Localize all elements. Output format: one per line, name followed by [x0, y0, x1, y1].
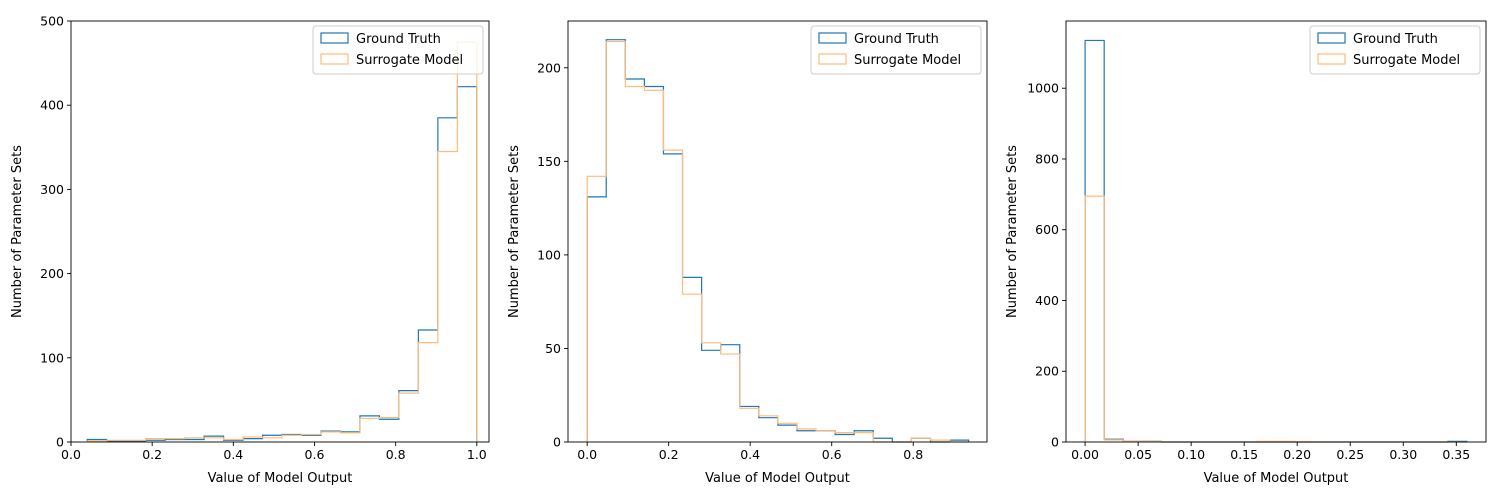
- x-tick-label: 0.35: [1442, 447, 1470, 462]
- chart-panel-3: 0.00 0.05 0.10 0.15 0.20 0.25 0.30 0.35 0 200 400 6…: [1005, 20, 1487, 486]
- y-tick-label: 500: [40, 14, 64, 29]
- y-tick-label: 100: [40, 350, 64, 365]
- legend-swatch-ground-truth: [320, 32, 349, 44]
- y-tick-label: 400: [40, 98, 64, 113]
- x-axis-label: Value of Model Output: [208, 471, 353, 486]
- legend-label-ground-truth: Ground Truth: [356, 32, 441, 47]
- legend-swatch-ground-truth: [818, 32, 847, 44]
- axes-frame: [567, 20, 988, 443]
- x-tick-label: 0.10: [1177, 447, 1205, 462]
- legend-swatch-surrogate-model: [818, 53, 847, 65]
- legend: Ground Truth Surrogate Model: [1309, 25, 1481, 75]
- x-tick-label: 0.0: [577, 447, 597, 462]
- series-ground-truth-histogram: [1084, 39, 1468, 443]
- y-axis-label: Number of Parameter Sets: [1005, 145, 1020, 318]
- legend-box: [1309, 25, 1481, 75]
- y-tick-label: 200: [1035, 364, 1059, 379]
- legend-label-ground-truth: Ground Truth: [854, 32, 939, 47]
- x-tick-label: 0.8: [903, 447, 923, 462]
- x-tick-label: 0.30: [1389, 447, 1417, 462]
- y-tick-label: 1000: [1027, 81, 1059, 96]
- x-tick-label: 0.05: [1124, 447, 1152, 462]
- chart-panel-1: 0.0 0.2 0.4 0.6 0.8 1.0 0 100 200 300 400 500 Value …: [10, 14, 490, 486]
- axes-frame: [1065, 20, 1487, 443]
- series-surrogate-model-histogram: [586, 40, 969, 443]
- legend: Ground Truth Surrogate Model: [810, 25, 982, 75]
- y-tick-label: 600: [1035, 222, 1059, 237]
- x-tick-label: 0.2: [659, 447, 679, 462]
- y-tick-label: 150: [537, 154, 561, 169]
- x-tick-label: 0.8: [386, 447, 406, 462]
- x-tick-label: 0.00: [1071, 447, 1099, 462]
- legend-label-ground-truth: Ground Truth: [1353, 32, 1438, 47]
- y-tick-label: 800: [1035, 151, 1059, 166]
- y-axis-label: Number of Parameter Sets: [10, 145, 25, 318]
- y-tick-label: 50: [545, 341, 561, 356]
- x-tick-label: 0.6: [822, 447, 842, 462]
- y-tick-label: 0: [56, 435, 64, 450]
- legend-label-surrogate-model: Surrogate Model: [1353, 53, 1460, 68]
- legend-box: [810, 25, 982, 75]
- y-tick-label: 300: [40, 182, 64, 197]
- x-tick-label: 0.25: [1336, 447, 1364, 462]
- x-tick-label: 0.4: [740, 447, 760, 462]
- series-surrogate-model-histogram: [86, 41, 478, 442]
- x-axis-label: Value of Model Output: [705, 471, 850, 486]
- x-axis-label: Value of Model Output: [1204, 471, 1349, 486]
- legend-label-surrogate-model: Surrogate Model: [854, 53, 961, 68]
- legend-label-surrogate-model: Surrogate Model: [356, 53, 463, 68]
- y-tick-label: 100: [537, 247, 561, 262]
- chart-panel-2: 0.0 0.2 0.4 0.6 0.8 0 50 100 150 200 Value of Mode…: [507, 20, 988, 486]
- y-tick-label: 200: [537, 60, 561, 75]
- x-tick-label: 0.15: [1230, 447, 1258, 462]
- legend-box: [312, 25, 484, 75]
- legend-swatch-ground-truth: [1317, 32, 1346, 44]
- legend: Ground Truth Surrogate Model: [312, 25, 484, 75]
- y-axis-label: Number of Parameter Sets: [507, 145, 522, 318]
- legend-swatch-surrogate-model: [320, 53, 349, 65]
- y-tick-label: 400: [1035, 293, 1059, 308]
- x-tick-label: 1.0: [467, 447, 487, 462]
- y-tick-label: 0: [553, 435, 561, 450]
- y-tick-label: 0: [1051, 435, 1059, 450]
- y-tick-label: 200: [40, 266, 64, 281]
- legend-swatch-surrogate-model: [1317, 53, 1346, 65]
- series-surrogate-model-histogram: [1084, 195, 1467, 443]
- x-tick-label: 0.20: [1283, 447, 1311, 462]
- axes-frame: [70, 20, 490, 443]
- x-tick-label: 0.2: [142, 447, 162, 462]
- x-tick-label: 0.4: [223, 447, 243, 462]
- series-ground-truth-histogram: [586, 39, 970, 443]
- x-tick-label: 0.0: [61, 447, 81, 462]
- x-tick-label: 0.6: [305, 447, 325, 462]
